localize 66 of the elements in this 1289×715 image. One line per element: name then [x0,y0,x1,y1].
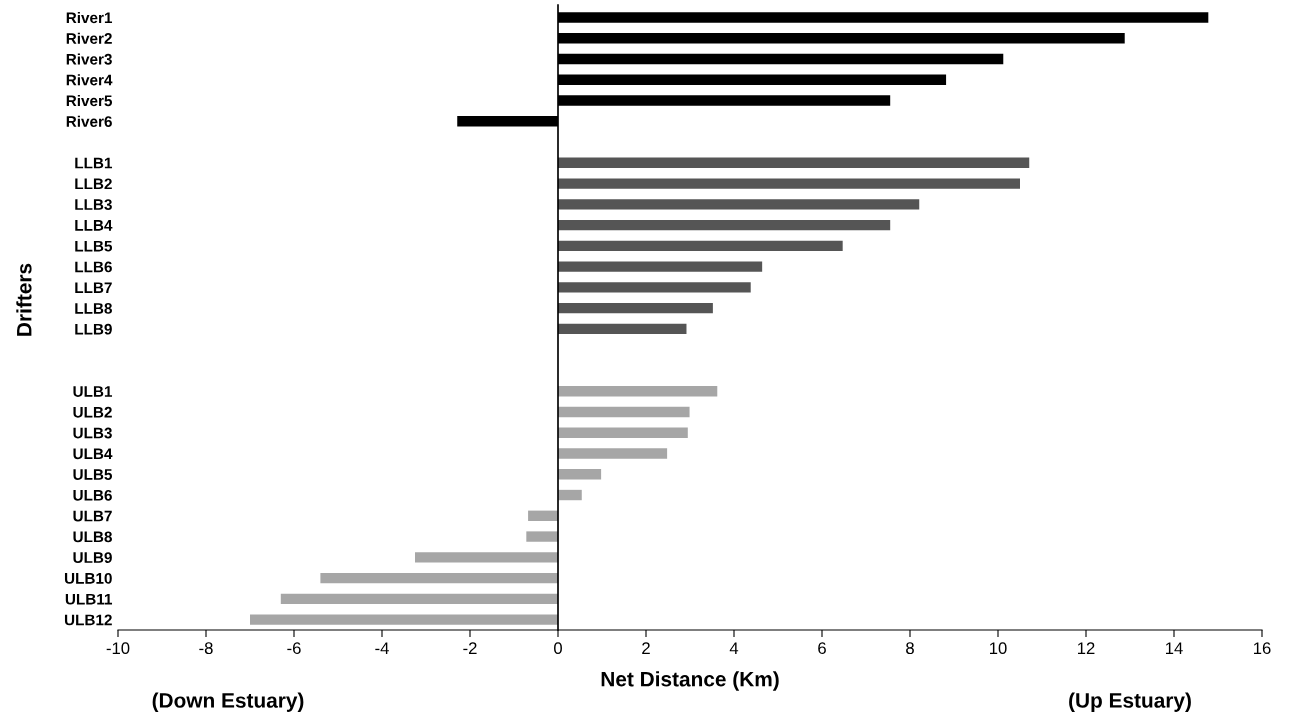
bar [558,448,668,459]
bar [558,219,891,231]
bar [415,552,558,563]
y-tick-label: ULB12 [64,614,112,626]
y-tick-label: ULB8 [73,531,112,543]
y-tick-label: River5 [66,94,113,107]
y-tick-label: River2 [66,32,112,44]
bar [250,614,558,625]
bar [558,178,1020,189]
y-tick-label: LLB1 [75,157,113,169]
bar [558,157,1030,168]
x-tick-label: 8 [906,642,914,655]
y-tick-label: ULB10 [64,572,112,584]
x-tick-label: -4 [375,642,389,654]
y-tick-label: River4 [66,74,113,86]
bar [558,406,690,418]
x-tick-label: -6 [287,642,301,655]
x-axis-title: Net Distance (Km) [601,671,779,691]
y-tick-label: ULB2 [73,406,112,418]
x-tick-label: -10 [106,642,130,655]
y-tick-label: ULB11 [65,593,113,605]
bar [558,199,920,210]
bar [558,323,687,335]
y-axis-title: Drifters [16,263,32,336]
bar [558,261,763,272]
y-tick-label: River1 [66,11,113,24]
bar [558,489,582,501]
bar [558,469,602,480]
y-tick-label: LLB4 [75,220,113,231]
text: (Up Estuary) [1069,692,1191,712]
y-tick-label: ULB3 [73,427,112,439]
bar [280,593,558,605]
y-tick-label: LLB5 [75,240,113,252]
x-tick-label: 4 [729,642,739,654]
x-tick-label: 14 [1166,642,1183,654]
y-tick-label: ULB9 [73,552,112,564]
y-tick-label: ULB5 [73,469,113,480]
y-tick-label: LLB3 [75,199,112,211]
x-tick-label: -8 [199,642,213,655]
bar [320,572,558,584]
y-tick-label: ULB6 [73,489,112,501]
bar [558,386,718,397]
text: (Down Estuary) [152,692,304,712]
bar [526,531,558,542]
y-tick-label: LLB2 [75,178,112,190]
y-tick-label: LLB7 [75,282,112,293]
bar [558,282,751,293]
x-tick-label: -2 [463,642,477,654]
y-tick-label: LLB6 [75,261,112,273]
bar [558,302,713,314]
x-tick-label: 16 [1254,642,1271,655]
y-tick-label: ULB1 [73,386,113,397]
y-tick-label: ULB4 [73,448,113,460]
y-tick-label: LLB8 [75,303,112,314]
x-tick-label: 12 [1078,642,1095,654]
x-tick-label: 0 [554,642,562,655]
bar [558,427,688,438]
y-tick-label: ULB7 [73,510,112,522]
x-tick-label: 2 [642,642,650,654]
bar [558,240,843,252]
y-tick-label: LLB9 [75,323,112,335]
bar [528,510,558,521]
x-tick-label: 10 [990,642,1007,655]
y-tick-label: River3 [66,53,112,65]
x-tick-label: 6 [818,642,826,655]
y-tick-label: River6 [66,115,112,127]
